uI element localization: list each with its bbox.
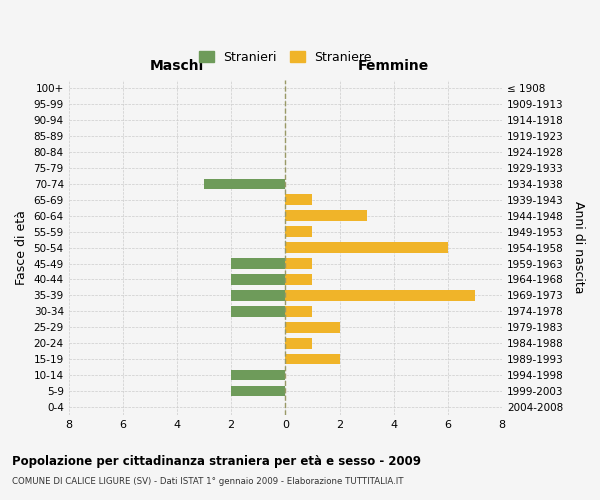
- Bar: [286, 258, 313, 268]
- Bar: [286, 290, 475, 300]
- Bar: [286, 274, 313, 284]
- Y-axis label: Anni di nascita: Anni di nascita: [572, 202, 585, 294]
- Bar: [286, 194, 313, 205]
- Bar: [286, 354, 340, 364]
- Bar: [231, 306, 286, 316]
- Text: Femmine: Femmine: [358, 59, 430, 73]
- Bar: [231, 290, 286, 300]
- Bar: [231, 386, 286, 396]
- Bar: [286, 210, 367, 221]
- Legend: Stranieri, Straniere: Stranieri, Straniere: [194, 46, 377, 69]
- Bar: [204, 178, 286, 189]
- Text: Popolazione per cittadinanza straniera per età e sesso - 2009: Popolazione per cittadinanza straniera p…: [12, 455, 421, 468]
- Bar: [231, 258, 286, 268]
- Bar: [286, 226, 313, 237]
- Bar: [286, 338, 313, 348]
- Bar: [231, 370, 286, 380]
- Bar: [286, 306, 313, 316]
- Bar: [231, 274, 286, 284]
- Bar: [286, 242, 448, 252]
- Text: Maschi: Maschi: [150, 59, 204, 73]
- Text: COMUNE DI CALICE LIGURE (SV) - Dati ISTAT 1° gennaio 2009 - Elaborazione TUTTITA: COMUNE DI CALICE LIGURE (SV) - Dati ISTA…: [12, 478, 404, 486]
- Y-axis label: Fasce di età: Fasce di età: [15, 210, 28, 285]
- Bar: [286, 322, 340, 332]
